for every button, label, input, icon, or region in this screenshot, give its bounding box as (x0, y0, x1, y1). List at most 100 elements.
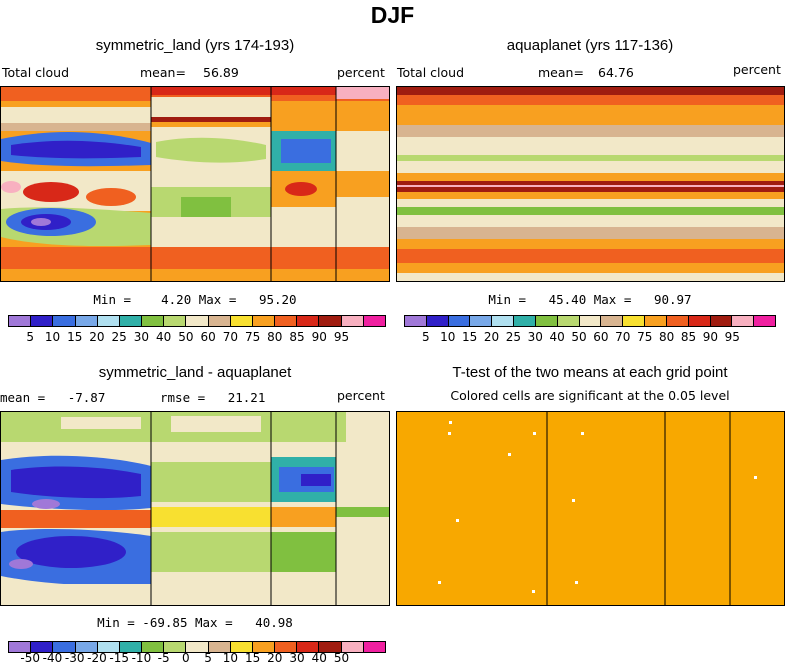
colorbar-swatch (754, 316, 776, 326)
colorbar-tick-label: 30 (527, 330, 543, 344)
colorbar-tick-label: 10 (222, 651, 238, 665)
colorbar-swatch (645, 316, 667, 326)
colorbar-swatch (275, 642, 298, 652)
colorbar-swatch (405, 316, 427, 326)
colorbar-tick-label: 50 (571, 330, 587, 344)
colorbar-tick-label: 15 (244, 651, 261, 665)
colorbar-tick-label: 90 (702, 330, 718, 344)
colorbar-swatch (297, 642, 320, 652)
colorbar-swatch (142, 642, 165, 652)
colorbar-swatch (341, 642, 364, 652)
colorbar-tick-label: 10 (440, 330, 456, 344)
colorbar-swatch (426, 316, 449, 326)
colorbar-tick-label: 60 (200, 330, 216, 344)
colorbar-swatch (208, 642, 231, 652)
panel1-colorbar (8, 315, 386, 327)
colorbar-swatch (97, 642, 120, 652)
panel1-title: symmetric_land (yrs 174-193) (95, 37, 295, 54)
colorbar-tick-label: -15 (109, 651, 129, 665)
colorbar-tick-label: -5 (157, 651, 170, 665)
colorbar-tick-label: -40 (42, 651, 63, 665)
panel3-map-svg (1, 412, 389, 605)
colorbar-swatch (710, 316, 733, 326)
colorbar-tick-label: 50 (178, 330, 194, 344)
panel2-mean-label: mean= (538, 65, 584, 80)
panel1-mean-label: mean= (140, 65, 186, 80)
colorbar-tick-label: -10 (131, 651, 152, 665)
panel3-title: symmetric_land - aquaplanet (98, 364, 292, 381)
colorbar-tick-label: 95 (333, 330, 350, 344)
panel2-variable-label: Total cloud (397, 65, 465, 80)
panel3-map (0, 411, 390, 606)
colorbar-tick-label: -30 (64, 651, 85, 665)
panel2-minmax: Min = 45.40 Max = 90.97 (488, 292, 692, 307)
colorbar-swatch (275, 316, 298, 326)
colorbar-swatch (142, 316, 165, 326)
colorbar-tick-label: 20 (89, 330, 105, 344)
colorbar-swatch (732, 316, 755, 326)
panel2-units-label: percent (733, 62, 781, 77)
colorbar-swatch (579, 316, 602, 326)
colorbar-tick-label: 95 (724, 330, 740, 344)
colorbar-tick-label: 5 (26, 330, 35, 344)
panel4-title: T-test of the two means at each grid poi… (452, 364, 728, 381)
colorbar-swatch (470, 316, 493, 326)
colorbar-swatch (363, 642, 385, 652)
panel4-subtitle: Colored cells are significant at the 0.0… (450, 388, 730, 403)
colorbar-tick-label: 40 (549, 330, 565, 344)
panel1-map (0, 86, 390, 282)
colorbar-swatch (363, 316, 385, 326)
colorbar-tick-label: 15 (462, 330, 478, 344)
colorbar-tick-label: -20 (87, 651, 107, 665)
colorbar-swatch (623, 316, 646, 326)
colorbar-swatch (164, 316, 187, 326)
colorbar-tick-label: 25 (505, 330, 522, 344)
colorbar-swatch (31, 642, 54, 652)
colorbar-tick-label: 40 (156, 330, 172, 344)
colorbar-swatch (186, 316, 209, 326)
figure-title: DJF (370, 2, 415, 28)
panel3-mean: mean = -7.87 (0, 390, 106, 405)
colorbar-swatch (341, 316, 364, 326)
colorbar-swatch (119, 642, 143, 652)
colorbar-swatch (666, 316, 689, 326)
colorbar-tick-label: 70 (222, 330, 238, 344)
colorbar-tick-label: 10 (44, 330, 61, 344)
panel4-map-svg (397, 412, 784, 605)
colorbar-swatch (75, 642, 98, 652)
colorbar-swatch (9, 316, 32, 326)
colorbar-tick-label: 80 (267, 330, 283, 344)
colorbar-swatch (31, 316, 54, 326)
colorbar-tick-label: 30 (289, 651, 305, 665)
panel3-units-label: percent (337, 388, 385, 403)
panel1-mean-value: 56.89 (203, 65, 239, 80)
colorbar-swatch (230, 316, 253, 326)
colorbar-tick-label: 40 (311, 651, 327, 665)
panel2-colorbar (404, 315, 776, 327)
colorbar-swatch (53, 316, 76, 326)
colorbar-swatch (601, 316, 624, 326)
colorbar-tick-label: -50 (20, 651, 41, 665)
colorbar-swatch (9, 642, 32, 652)
panel3-minmax: Min = -69.85 Max = 40.98 (97, 615, 293, 630)
panel1-map-svg (1, 87, 389, 281)
colorbar-tick-label: 70 (615, 330, 631, 344)
colorbar-swatch (319, 642, 342, 652)
colorbar-swatch (492, 316, 515, 326)
colorbar-swatch (319, 316, 342, 326)
colorbar-swatch (164, 642, 187, 652)
colorbar-tick-label: 30 (133, 330, 150, 344)
panel2-mean-value: 64.76 (598, 65, 634, 80)
colorbar-tick-label: 15 (67, 330, 83, 344)
colorbar-tick-label: 90 (311, 330, 327, 344)
colorbar-swatch (252, 316, 276, 326)
panel2-title: aquaplanet (yrs 117-136) (506, 37, 674, 54)
colorbar-swatch (535, 316, 558, 326)
colorbar-swatch (297, 316, 320, 326)
colorbar-swatch (208, 316, 231, 326)
panel2-map-svg (397, 87, 784, 281)
colorbar-tick-label: 75 (244, 330, 261, 344)
colorbar-tick-label: 60 (593, 330, 609, 344)
colorbar-tick-label: 20 (483, 330, 500, 344)
colorbar-swatch (448, 316, 471, 326)
